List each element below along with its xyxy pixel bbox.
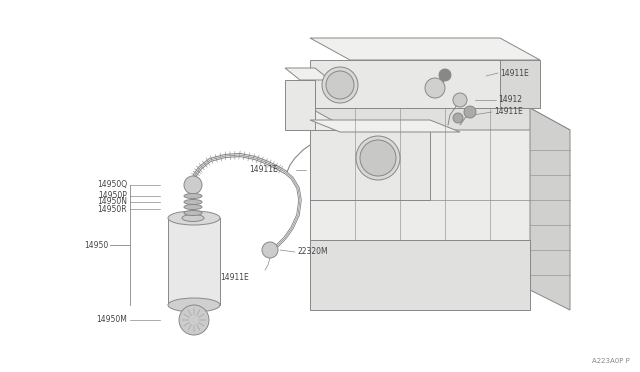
Polygon shape bbox=[310, 108, 530, 290]
Circle shape bbox=[453, 113, 463, 123]
Circle shape bbox=[356, 136, 400, 180]
Text: 14950R: 14950R bbox=[97, 205, 127, 214]
Polygon shape bbox=[310, 108, 570, 130]
Circle shape bbox=[425, 78, 445, 98]
Text: A223A0P P: A223A0P P bbox=[592, 358, 630, 364]
Ellipse shape bbox=[168, 211, 220, 225]
Circle shape bbox=[439, 69, 451, 81]
Circle shape bbox=[179, 305, 209, 335]
Circle shape bbox=[464, 106, 476, 118]
Text: 14950P: 14950P bbox=[98, 192, 127, 201]
Ellipse shape bbox=[184, 205, 202, 209]
Polygon shape bbox=[530, 108, 570, 310]
Polygon shape bbox=[310, 240, 530, 310]
Text: 14912: 14912 bbox=[498, 96, 522, 105]
Polygon shape bbox=[310, 120, 460, 132]
Text: 14911E: 14911E bbox=[249, 166, 278, 174]
Text: 22320M: 22320M bbox=[297, 247, 328, 257]
Circle shape bbox=[322, 67, 358, 103]
Polygon shape bbox=[168, 218, 220, 305]
Polygon shape bbox=[310, 38, 540, 60]
Polygon shape bbox=[500, 60, 540, 108]
Polygon shape bbox=[310, 130, 430, 200]
Polygon shape bbox=[285, 80, 315, 130]
Ellipse shape bbox=[168, 298, 220, 312]
Text: 14950M: 14950M bbox=[96, 315, 127, 324]
Circle shape bbox=[326, 71, 354, 99]
Text: 14950: 14950 bbox=[84, 241, 108, 250]
Circle shape bbox=[262, 242, 278, 258]
Ellipse shape bbox=[184, 199, 202, 205]
Text: 14911E: 14911E bbox=[220, 273, 249, 282]
Circle shape bbox=[184, 176, 202, 194]
Circle shape bbox=[360, 140, 396, 176]
Circle shape bbox=[453, 93, 467, 107]
Text: 14911E: 14911E bbox=[494, 108, 523, 116]
Ellipse shape bbox=[184, 211, 202, 215]
Text: 14950N: 14950N bbox=[97, 198, 127, 206]
Polygon shape bbox=[285, 68, 330, 80]
Ellipse shape bbox=[184, 193, 202, 199]
Polygon shape bbox=[310, 60, 500, 108]
Text: 14911E: 14911E bbox=[500, 68, 529, 77]
Text: 14950Q: 14950Q bbox=[97, 180, 127, 189]
Ellipse shape bbox=[182, 215, 204, 221]
